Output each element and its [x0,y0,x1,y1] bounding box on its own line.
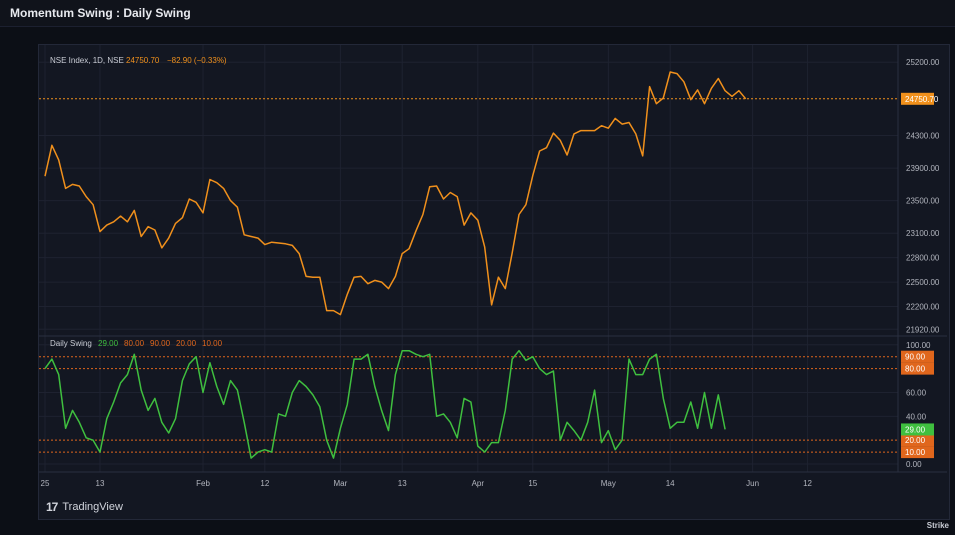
price-legend-last: 24750.70 [126,56,160,65]
level-badge: 10.00 [905,448,926,457]
osc-tick-label: 40.00 [906,412,927,421]
time-tick-label: Jun [746,479,759,488]
osc-legend-value: 20.00 [176,339,197,348]
time-tick-label: 13 [398,479,407,488]
osc-legend-value: 10.00 [202,339,223,348]
osc-tick-label: 0.00 [906,460,922,469]
level-badge-bg [901,446,934,459]
time-tick-label: 14 [666,479,675,488]
time-tick-label: 12 [260,479,269,488]
osc-tick-label: 100.00 [906,341,931,350]
level-badge: 80.00 [905,365,926,374]
osc-legend-value: 29.00 [98,339,119,348]
axis-badges: 24750.70 90.00 80.00 20.00 10.00 29.00 [901,92,939,459]
price-tick-label: 24300.00 [906,132,940,141]
daily-swing-series-line [44,349,726,459]
price-last-badge-bg [901,92,934,105]
top-bar: Momentum Swing : Daily Swing [0,0,955,27]
price-tick-label: 22200.00 [906,303,940,312]
price-tick-label: 23900.00 [906,164,940,173]
osc-legend-value: 90.00 [150,339,171,348]
time-tick-label: 12 [803,479,812,488]
time-tick-label: Apr [472,479,485,488]
tradingview-label: TradingView [62,501,123,513]
level-badge-bg [901,362,934,375]
osc-legend-value: 80.00 [124,339,145,348]
price-tick-label: 21920.00 [906,325,940,334]
app-title: Momentum Swing : Daily Swing [10,6,191,20]
grid-lines [39,45,898,472]
tradingview-icon: 17 [46,500,58,514]
price-legend-change: −82.90 (−0.33%) [167,56,227,65]
price-series-line [44,71,747,316]
osc-legend-name: Daily Swing [50,339,92,348]
price-tick-label: 25200.00 [906,58,940,67]
level-badge: 90.00 [905,353,926,362]
price-legend-symbol: NSE Index, 1D, NSE [50,56,124,65]
price-last-badge: 24750.70 [905,95,939,104]
price-tick-label: 23100.00 [906,229,940,238]
osc-tick-label: 60.00 [906,388,927,397]
price-tick-label: 22500.00 [906,278,940,287]
time-tick-label: Feb [196,479,210,488]
reference-lines [39,356,898,453]
osc-last-badge: 29.00 [905,425,926,434]
time-tick-label: 13 [96,479,105,488]
time-tick-label: Mar [334,479,348,488]
time-tick-label: 25 [41,479,50,488]
price-tick-label: 22800.00 [906,254,940,263]
price-tick-label: 23500.00 [906,197,940,206]
tradingview-logo[interactable]: 17 TradingView [46,500,123,514]
level-badge-bg [901,350,934,363]
time-axis: 25 13 Feb 12 Mar 13 Apr 15 May 14 Jun 12 [41,479,813,488]
level-badge: 20.00 [905,436,926,445]
level-badge-bg [901,434,934,447]
osc-last-badge-bg [901,423,934,436]
time-tick-label: 15 [528,479,537,488]
price-axis: 25200.00 24300.00 23900.00 23500.00 23100.00… [906,58,940,334]
time-tick-label: May [601,479,616,488]
oscillator-axis: 100.00 60.00 40.00 0.00 [906,341,931,469]
watermark: Strike [926,521,949,530]
